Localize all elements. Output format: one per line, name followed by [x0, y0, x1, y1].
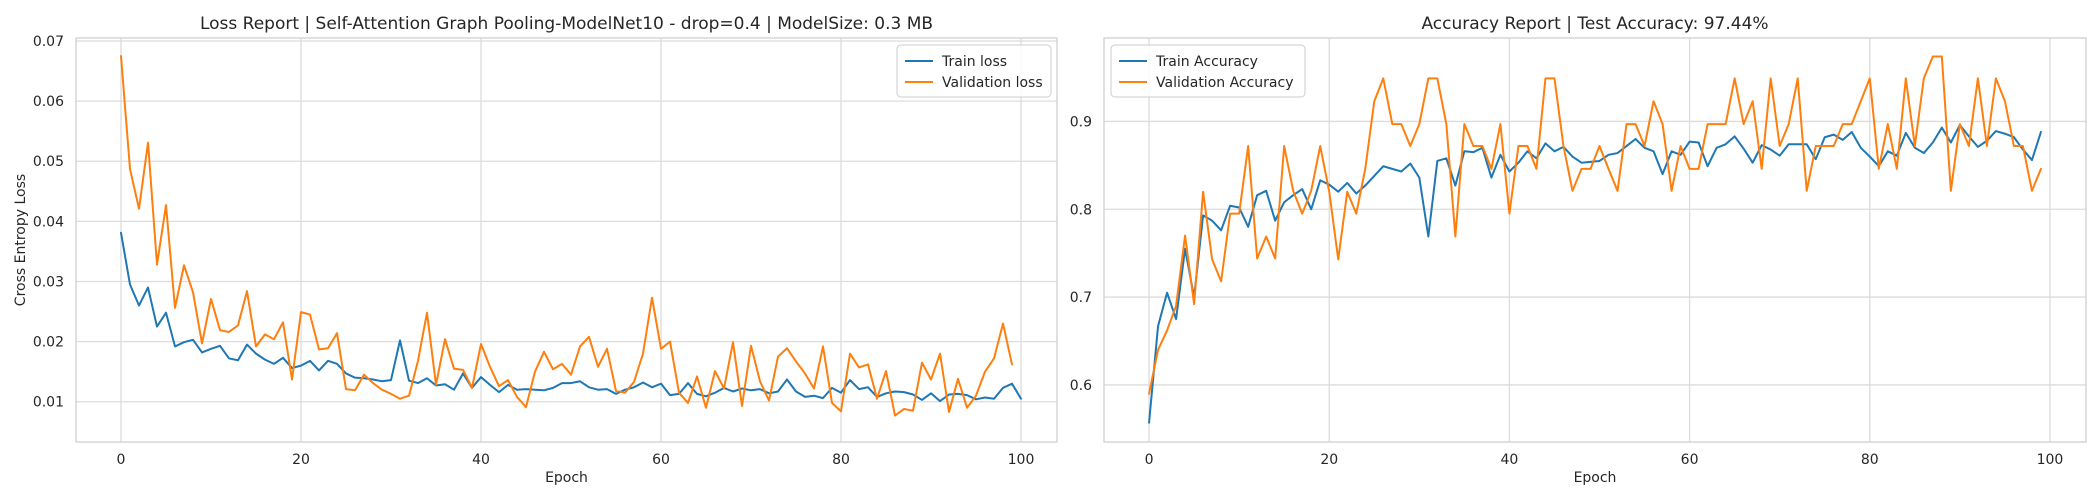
x-tick-label: 80 [1861, 452, 1879, 468]
x-tick-label: 100 [1008, 452, 1035, 468]
y-tick-label: 0.07 [33, 34, 64, 50]
chart-title: Accuracy Report | Test Accuracy: 97.44% [1421, 14, 1768, 34]
x-tick-label: 20 [292, 452, 310, 468]
plot-frame [75, 37, 1058, 443]
x-axis-label: Epoch [545, 470, 588, 486]
y-axis-label: Cross Entropy Loss [13, 174, 29, 306]
x-tick-label: 20 [1320, 452, 1338, 468]
legend-label: Train Accuracy [1155, 54, 1258, 70]
legend-box [896, 44, 1052, 98]
x-tick-label: 60 [1681, 452, 1699, 468]
series-line-validation-accuracy [1148, 55, 2042, 395]
legend-label: Validation Accuracy [1156, 75, 1294, 91]
x-tick-label: 40 [472, 452, 490, 468]
chart-panel-1: 0 20 40 60 80 100 0.01 0.02 0.03 0.04 0.05 0.06 0.07… [13, 14, 1058, 486]
series-line-train-accuracy [1148, 123, 2042, 424]
y-tick-label: 0.05 [33, 154, 64, 170]
y-tick-label: 0.9 [1070, 114, 1092, 130]
x-tick-label: 0 [1145, 452, 1154, 468]
plot-area [1104, 38, 2086, 442]
y-tick-label: 0.03 [33, 274, 64, 290]
x-tick-label: 80 [832, 452, 850, 468]
y-tick-label: 0.8 [1070, 202, 1092, 218]
y-tick-label: 0.01 [33, 395, 64, 411]
y-tick-label: 0.04 [33, 214, 64, 230]
series-line-train-loss [120, 231, 1022, 403]
legend-label: Validation loss [942, 75, 1043, 91]
chart-panel-2: 0 20 40 60 80 100 0.6 0.7 0.8 0.9 Accuracy Report … [1070, 14, 2087, 486]
plot-frame [1103, 37, 2087, 443]
chart-title: Loss Report | Self-Attention Graph Pooli… [200, 14, 933, 34]
x-tick-label: 0 [117, 452, 126, 468]
y-tick-label: 0.02 [33, 335, 64, 351]
legend: Train loss Validation loss [896, 44, 1052, 98]
legend-label: Train loss [941, 54, 1007, 70]
x-tick-label: 60 [652, 452, 670, 468]
x-axis-label: Epoch [1574, 470, 1617, 486]
y-tick-label: 0.6 [1070, 378, 1092, 394]
x-tick-label: 100 [2037, 452, 2064, 468]
plot-area [76, 38, 1057, 442]
x-tick-label: 40 [1500, 452, 1518, 468]
y-tick-label: 0.06 [33, 94, 64, 110]
legend-box [1110, 44, 1306, 98]
legend: Train Accuracy Validation Accuracy [1110, 44, 1306, 98]
y-tick-label: 0.7 [1070, 290, 1092, 306]
series-line-validation-loss [120, 55, 1013, 417]
